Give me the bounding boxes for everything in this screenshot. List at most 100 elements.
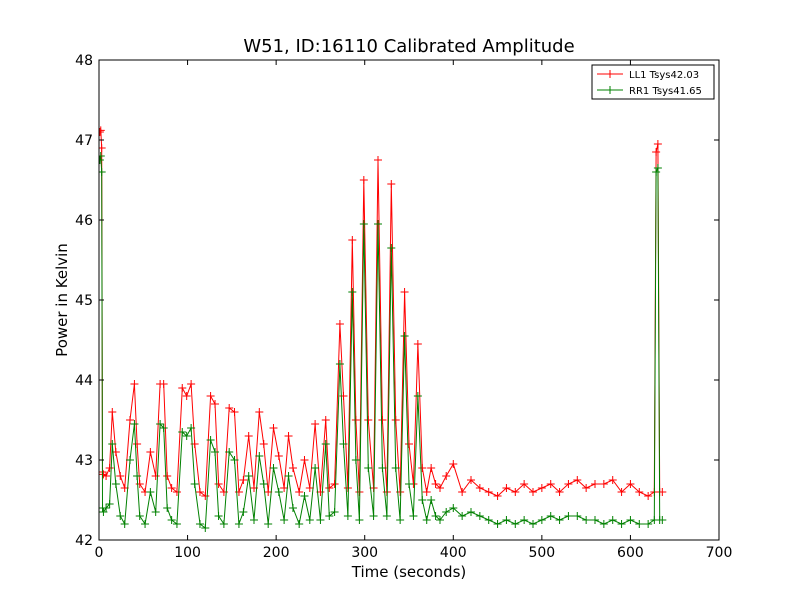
data-point [187, 380, 196, 388]
data-point [387, 244, 396, 252]
data-point [172, 520, 181, 528]
data-point [484, 488, 493, 496]
data-point [108, 408, 117, 416]
data-point [190, 480, 199, 488]
data-point [284, 432, 293, 440]
data-point [658, 516, 667, 524]
data-point [325, 484, 334, 492]
data-point [652, 148, 661, 156]
data-point [295, 488, 304, 496]
data-point [99, 152, 105, 160]
data-point [537, 484, 546, 492]
data-point [442, 472, 451, 480]
data-point [467, 476, 475, 484]
data-point [274, 488, 283, 496]
data-point [102, 504, 111, 512]
legend: LL1 Tsys42.03 RR1 Tsys41.65 [591, 64, 715, 100]
data-point [182, 392, 191, 400]
data-point [599, 480, 608, 488]
series-layer [99, 126, 667, 532]
data-point [591, 480, 599, 488]
data-point [431, 480, 440, 488]
data-point [608, 516, 617, 524]
data-point [99, 156, 104, 164]
data-point [146, 488, 155, 496]
data-point [582, 516, 591, 524]
data-point [274, 452, 283, 460]
data-point [244, 432, 253, 440]
data-point [335, 320, 344, 328]
legend-label: RR1 Tsys41.65 [629, 86, 702, 97]
data-point [413, 392, 422, 400]
data-point [195, 488, 204, 496]
data-point [369, 512, 378, 520]
data-point [351, 456, 360, 464]
data-point [116, 472, 125, 480]
legend-label: LL1 Tsys42.03 [629, 70, 699, 81]
data-point [311, 464, 320, 472]
x-tick-label: 700 [706, 545, 733, 561]
y-tick-label: 44 [75, 373, 93, 389]
y-tick-label: 42 [75, 533, 93, 549]
data-point [653, 140, 662, 148]
data-point [418, 496, 427, 504]
data-point [644, 520, 653, 528]
data-point [348, 288, 357, 296]
data-point [234, 520, 243, 528]
data-point [135, 512, 144, 520]
plot-area [99, 60, 719, 540]
data-point [484, 516, 493, 524]
data-point [475, 512, 484, 520]
data-point [652, 168, 661, 176]
data-point [343, 484, 352, 492]
data-point [400, 332, 409, 340]
data-point [244, 472, 253, 480]
data-point [467, 508, 475, 516]
data-point [133, 440, 142, 448]
data-point [269, 424, 278, 432]
data-point [206, 436, 215, 444]
data-point [617, 488, 626, 496]
y-axis: 42 43 44 45 46 47 48 [75, 53, 719, 549]
data-point [172, 488, 181, 496]
data-point [436, 516, 444, 524]
data-point [163, 504, 172, 512]
legend-marker [606, 70, 614, 78]
data-point [280, 484, 289, 492]
data-point [493, 492, 502, 500]
data-point [511, 520, 520, 528]
data-point [442, 508, 451, 516]
data-point [537, 516, 546, 524]
data-point [493, 520, 502, 528]
data-point [635, 520, 644, 528]
data-point [427, 464, 436, 472]
x-axis-label: Time (seconds) [351, 563, 467, 581]
data-point [351, 416, 360, 424]
data-point [102, 472, 111, 480]
data-point [546, 480, 555, 488]
data-point [321, 416, 330, 424]
y-axis-label: Power in Kelvin [53, 243, 71, 357]
data-point [178, 428, 187, 436]
data-point [288, 464, 297, 472]
data-point [458, 512, 467, 520]
data-point [422, 516, 431, 524]
data-point [391, 464, 400, 472]
data-point [151, 508, 160, 516]
data-point [391, 416, 400, 424]
data-point [359, 176, 368, 184]
data-point [330, 480, 339, 488]
data-point [182, 432, 191, 440]
data-point [225, 448, 234, 456]
data-point [187, 424, 196, 432]
y-tick-label: 45 [75, 293, 93, 309]
data-point [436, 484, 444, 492]
data-point [359, 220, 368, 228]
series-2 [99, 152, 667, 532]
data-point [546, 512, 555, 520]
data-point [264, 520, 273, 528]
y-tick-label: 48 [75, 53, 93, 69]
data-point [159, 380, 168, 388]
x-tick-label: 200 [263, 545, 290, 561]
